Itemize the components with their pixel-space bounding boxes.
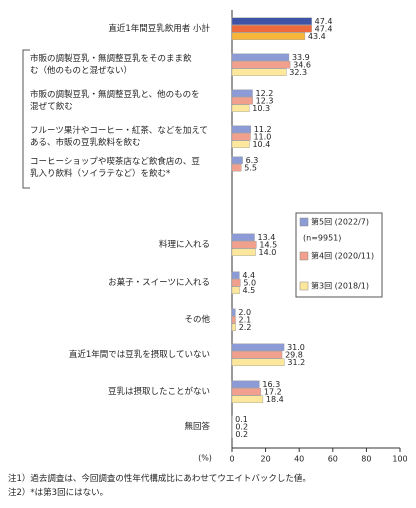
- bar: [231, 316, 236, 324]
- bracket: [22, 49, 30, 189]
- bar: [231, 17, 312, 25]
- value-label: 2.0: [238, 308, 251, 317]
- legend-label: 第3回 (2018/1): [311, 281, 369, 291]
- bar: [231, 286, 240, 294]
- value-label: 31.2: [287, 358, 305, 367]
- value-label: 47.4: [315, 25, 333, 34]
- bar: [231, 164, 242, 172]
- bar: [231, 248, 256, 256]
- value-label: 16.3: [262, 380, 280, 389]
- x-axis-label: (%): [198, 454, 212, 463]
- legend-swatch: [299, 217, 309, 227]
- x-tick-label: 40: [294, 455, 304, 464]
- x-tick-label: 20: [261, 455, 271, 464]
- value-label: 0.2: [235, 430, 248, 439]
- value-label: 10.3: [252, 104, 270, 113]
- legend-swatch: [299, 251, 309, 261]
- bar: [231, 97, 253, 105]
- value-label: 5.5: [244, 164, 257, 173]
- bar: [231, 125, 252, 133]
- value-label: 12.2: [255, 89, 273, 98]
- legend-note: (n=9951): [303, 234, 341, 243]
- legend-label: 第4回 (2020/11): [311, 251, 374, 261]
- bar: [231, 233, 255, 241]
- value-label: 14.5: [259, 241, 277, 250]
- category-label: 豆乳は摂取したことがない: [107, 387, 210, 397]
- bar: [231, 343, 285, 351]
- value-label: 34.6: [293, 61, 311, 70]
- value-label: 33.9: [292, 53, 310, 62]
- bar: [231, 323, 236, 331]
- value-label: 4.5: [243, 286, 256, 295]
- bar: [231, 68, 287, 76]
- bar: [231, 32, 306, 40]
- value-label: 11.0: [253, 133, 271, 142]
- value-label: 10.4: [252, 140, 270, 149]
- bar: [231, 380, 260, 388]
- value-label: 14.0: [259, 248, 277, 257]
- value-label: 47.4: [315, 17, 333, 26]
- category-label: 直近1年間豆乳飲用者 小計: [108, 24, 210, 34]
- bar: [231, 133, 251, 141]
- x-tick-label: 60: [328, 455, 338, 464]
- value-label: 13.4: [258, 233, 276, 242]
- bar: [231, 140, 250, 148]
- category-label: コーヒーショップや喫茶店など飲食店の、豆 乳入り飲料（ソイラテなど）を飲む*: [30, 157, 200, 179]
- value-label: 2.2: [239, 323, 252, 332]
- value-label: 2.1: [239, 316, 252, 325]
- footnote: 注1）過去調査は、今回調査の性年代構成比にあわせてウエイトバックした値。: [8, 474, 311, 484]
- x-tick-label: 80: [361, 455, 371, 464]
- legend-swatch: [299, 281, 309, 291]
- value-label: 32.3: [289, 68, 307, 77]
- bar: [231, 61, 291, 69]
- x-tick-label: 0: [229, 455, 234, 464]
- category-label: 無回答: [184, 422, 210, 432]
- value-label: 5.0: [243, 279, 256, 288]
- x-tick-label: 100: [392, 455, 407, 464]
- bar: [231, 358, 285, 366]
- bar: [231, 388, 262, 396]
- bar: [231, 104, 250, 112]
- bar: [231, 395, 264, 403]
- value-label: 43.4: [308, 32, 326, 41]
- category-label: 市販の調製豆乳・無調整豆乳と、他のものを 混ぜて飲む: [30, 90, 200, 112]
- value-label: 6.3: [246, 156, 259, 165]
- bar: [231, 156, 243, 164]
- bar: [231, 53, 290, 61]
- legend-label: 第5回 (2022/7): [311, 217, 369, 227]
- category-label: フルーツ果汁やコーヒー・紅茶、などを加えて ある、市販の豆乳飲料を飲む: [30, 126, 208, 148]
- bar: [231, 89, 253, 97]
- value-label: 4.4: [242, 271, 255, 280]
- value-label: 17.2: [264, 388, 282, 397]
- bar: [231, 271, 240, 279]
- bar: [231, 241, 257, 249]
- legend-box: [295, 212, 383, 298]
- category-label: お菓子・スイーツに入れる: [108, 278, 210, 288]
- category-label: 市販の調製豆乳・無調整豆乳をそのまま飲 む（他のものと混ぜない）: [30, 54, 192, 76]
- value-label: 11.2: [254, 125, 272, 134]
- value-label: 0.1: [235, 415, 248, 424]
- bar: [231, 25, 312, 33]
- bar: [231, 351, 283, 359]
- footnote: 注2）*は第3回にはない。: [8, 488, 109, 498]
- category-label: その他: [184, 315, 210, 325]
- value-label: 31.0: [287, 343, 305, 352]
- bar: [231, 279, 241, 287]
- bar: [231, 308, 236, 316]
- value-label: 0.2: [235, 423, 248, 432]
- value-label: 18.4: [266, 395, 284, 404]
- value-label: 29.8: [285, 351, 303, 360]
- category-label: 直近1年間では豆乳を摂取していない: [68, 350, 210, 360]
- value-label: 12.3: [256, 97, 274, 106]
- category-label: 料理に入れる: [158, 240, 210, 250]
